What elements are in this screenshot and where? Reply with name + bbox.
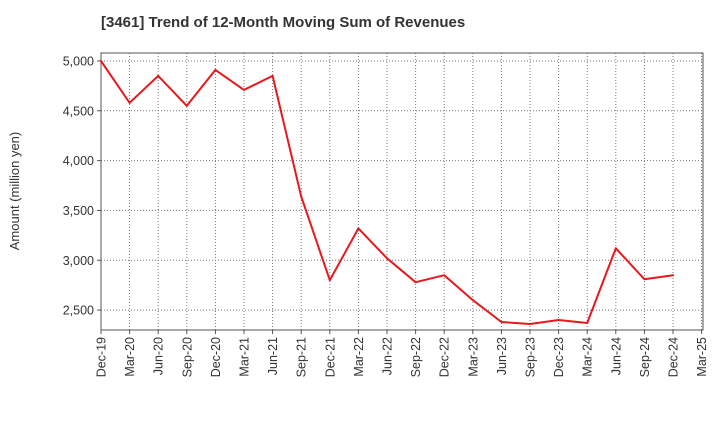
data-point [443, 274, 446, 277]
y-axis-label: Amount (million yen) [7, 132, 22, 251]
x-tick-label: Mar-24 [581, 337, 595, 377]
x-tick-label: Sep-20 [180, 337, 194, 377]
x-tick-label: Jun-22 [381, 337, 395, 375]
x-tick-label: Mar-25 [695, 337, 709, 377]
x-tick-label: Dec-21 [323, 337, 337, 377]
x-tick-label: Sep-21 [295, 337, 309, 377]
data-point [557, 319, 560, 322]
data-point [500, 321, 503, 324]
data-point [386, 257, 388, 260]
data-point [128, 101, 131, 104]
x-tick-label: Dec-20 [209, 337, 223, 377]
x-tick-label: Dec-24 [667, 337, 681, 377]
x-tick-label: Sep-22 [409, 337, 423, 377]
data-point [357, 227, 360, 230]
data-point [328, 279, 331, 282]
data-point [471, 299, 474, 302]
data-point [586, 322, 589, 325]
x-tick-label: Dec-23 [552, 337, 566, 377]
x-tick-label: Mar-20 [123, 337, 137, 377]
x-tick-label: Mar-23 [466, 337, 480, 377]
data-point [672, 274, 674, 277]
data-point [185, 104, 188, 107]
y-tick-labels: 2,500 3,000 3,500 4,000 4,500 5,000 [63, 54, 101, 318]
data-point [243, 88, 245, 91]
data-point [529, 323, 531, 326]
x-tick-label: Mar-22 [352, 337, 366, 377]
x-tick-label: Mar-21 [238, 337, 252, 377]
series-layer [100, 59, 674, 326]
data-point [271, 74, 274, 77]
data-point [643, 278, 646, 281]
x-tick-labels: Dec-19 Mar-20 Jun-20 Sep-20 Dec-20 Mar-21 Jun-… [95, 330, 709, 377]
x-tick-label: Dec-19 [95, 337, 109, 377]
grid-lines [101, 53, 703, 330]
plot-background [101, 53, 703, 330]
data-point [300, 195, 303, 198]
data-point [214, 68, 217, 71]
y-tick-label: 2,500 [63, 304, 94, 318]
chart-title: [3461] Trend of 12-Month Moving Sum of R… [101, 14, 466, 31]
y-tick-label: 3,500 [63, 204, 94, 218]
y-tick-label: 4,000 [63, 154, 94, 168]
x-tick-label: Jun-20 [152, 337, 166, 375]
x-tick-label: Jun-21 [266, 337, 280, 375]
data-point [414, 281, 417, 284]
plot-frame [100, 52, 704, 331]
x-tick-label: Sep-23 [524, 337, 538, 377]
data-point [614, 247, 617, 250]
y-tick-label: 3,000 [63, 254, 94, 268]
x-tick-label: Jun-24 [609, 337, 623, 375]
data-point [100, 59, 102, 62]
x-tick-label: Dec-22 [438, 337, 452, 377]
y-tick-label: 4,500 [63, 104, 94, 118]
x-tick-label: Sep-24 [638, 337, 652, 377]
data-point [157, 74, 160, 77]
x-tick-label: Jun-23 [495, 337, 509, 375]
y-tick-label: 5,000 [63, 54, 94, 68]
